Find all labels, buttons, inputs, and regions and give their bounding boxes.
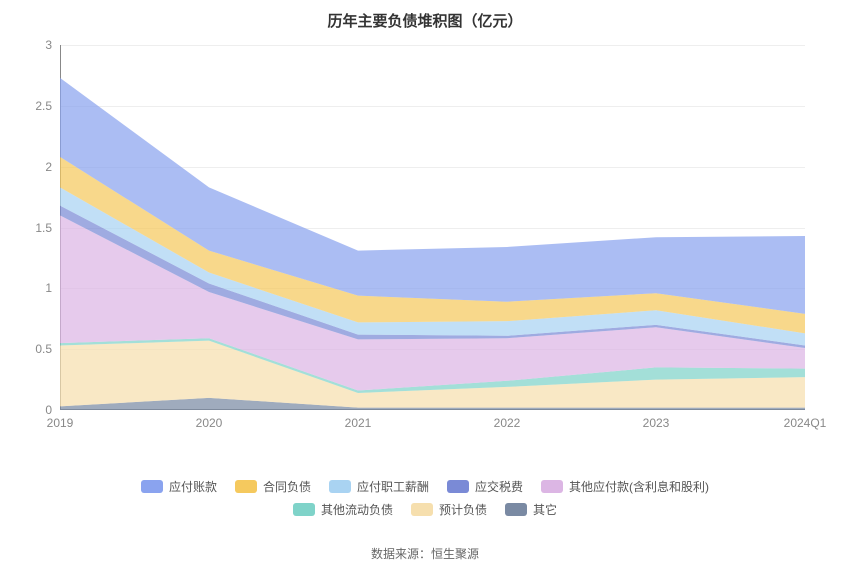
x-tick-label: 2023 — [643, 416, 670, 430]
legend-label: 其它 — [533, 501, 557, 518]
legend-label: 其他流动负债 — [321, 501, 393, 518]
legend-row: 应付账款 合同负债 应付职工薪酬 应交税费 其他应付款(含利息和股利) — [0, 478, 850, 495]
x-tick-label: 2019 — [47, 416, 74, 430]
legend-swatch — [235, 480, 257, 493]
legend-label: 其他应付款(含利息和股利) — [569, 478, 709, 495]
legend-item[interactable]: 合同负债 — [235, 478, 311, 495]
legend-swatch — [447, 480, 469, 493]
legend-swatch — [141, 480, 163, 493]
legend-row: 其他流动负债 预计负债 其它 — [0, 501, 850, 518]
chart-container: 历年主要负债堆积图（亿元） 00.511.522.532019202020212… — [0, 0, 850, 575]
y-tick-label: 2 — [45, 160, 52, 174]
legend-swatch — [541, 480, 563, 493]
plot-area: 00.511.522.53201920202021202220232024Q1 — [60, 45, 805, 410]
data-source-text: 数据来源：恒生聚源 — [371, 547, 479, 561]
x-tick-label: 2024Q1 — [784, 416, 827, 430]
legend-swatch — [505, 503, 527, 516]
legend-item[interactable]: 其它 — [505, 501, 557, 518]
legend-label: 应交税费 — [475, 478, 523, 495]
legend-label: 预计负债 — [439, 501, 487, 518]
y-tick-label: 1 — [45, 281, 52, 295]
legend-item[interactable]: 其他应付款(含利息和股利) — [541, 478, 709, 495]
legend-item[interactable]: 应付职工薪酬 — [329, 478, 429, 495]
chart-title: 历年主要负债堆积图（亿元） — [0, 0, 850, 31]
legend: 应付账款 合同负债 应付职工薪酬 应交税费 其他应付款(含利息和股利) 其他流动负债 预计负… — [0, 478, 850, 524]
legend-label: 应付账款 — [169, 478, 217, 495]
y-tick-label: 0.5 — [35, 342, 52, 356]
x-tick-label: 2020 — [196, 416, 223, 430]
legend-label: 合同负债 — [263, 478, 311, 495]
x-tick-label: 2021 — [345, 416, 372, 430]
x-tick-label: 2022 — [494, 416, 521, 430]
legend-item[interactable]: 其他流动负债 — [293, 501, 393, 518]
legend-item[interactable]: 应交税费 — [447, 478, 523, 495]
legend-item[interactable]: 应付账款 — [141, 478, 217, 495]
y-tick-label: 1.5 — [35, 221, 52, 235]
y-tick-label: 0 — [45, 403, 52, 417]
legend-swatch — [329, 480, 351, 493]
y-tick-label: 3 — [45, 38, 52, 52]
legend-swatch — [411, 503, 433, 516]
legend-label: 应付职工薪酬 — [357, 478, 429, 495]
stacked-area-svg — [60, 45, 805, 410]
legend-swatch — [293, 503, 315, 516]
data-source: 数据来源：恒生聚源 — [0, 545, 850, 562]
legend-item[interactable]: 预计负债 — [411, 501, 487, 518]
y-tick-label: 2.5 — [35, 99, 52, 113]
